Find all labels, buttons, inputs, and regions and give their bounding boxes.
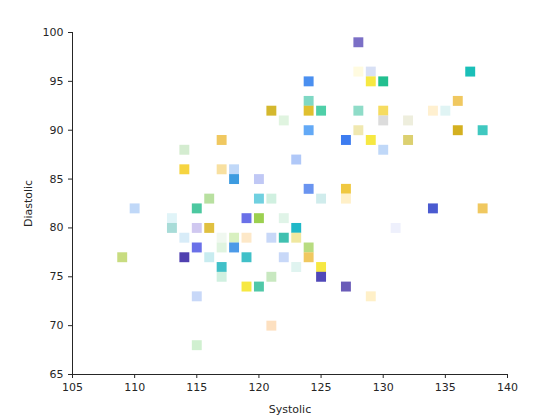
svg-text:Systolic: Systolic	[269, 403, 311, 416]
svg-text:Diastolic: Diastolic	[22, 180, 35, 227]
svg-text:70: 70	[50, 319, 64, 332]
svg-text:100: 100	[43, 26, 64, 39]
svg-text:110: 110	[124, 381, 145, 394]
svg-text:105: 105	[62, 381, 83, 394]
svg-text:80: 80	[50, 221, 64, 234]
svg-text:120: 120	[248, 381, 269, 394]
svg-text:90: 90	[50, 124, 64, 137]
svg-text:85: 85	[50, 173, 64, 186]
svg-text:140: 140	[497, 381, 518, 394]
svg-text:130: 130	[373, 381, 394, 394]
svg-text:125: 125	[311, 381, 332, 394]
svg-text:135: 135	[435, 381, 456, 394]
svg-text:75: 75	[50, 270, 64, 283]
svg-text:95: 95	[50, 75, 64, 88]
svg-text:115: 115	[186, 381, 207, 394]
svg-text:65: 65	[50, 368, 64, 381]
